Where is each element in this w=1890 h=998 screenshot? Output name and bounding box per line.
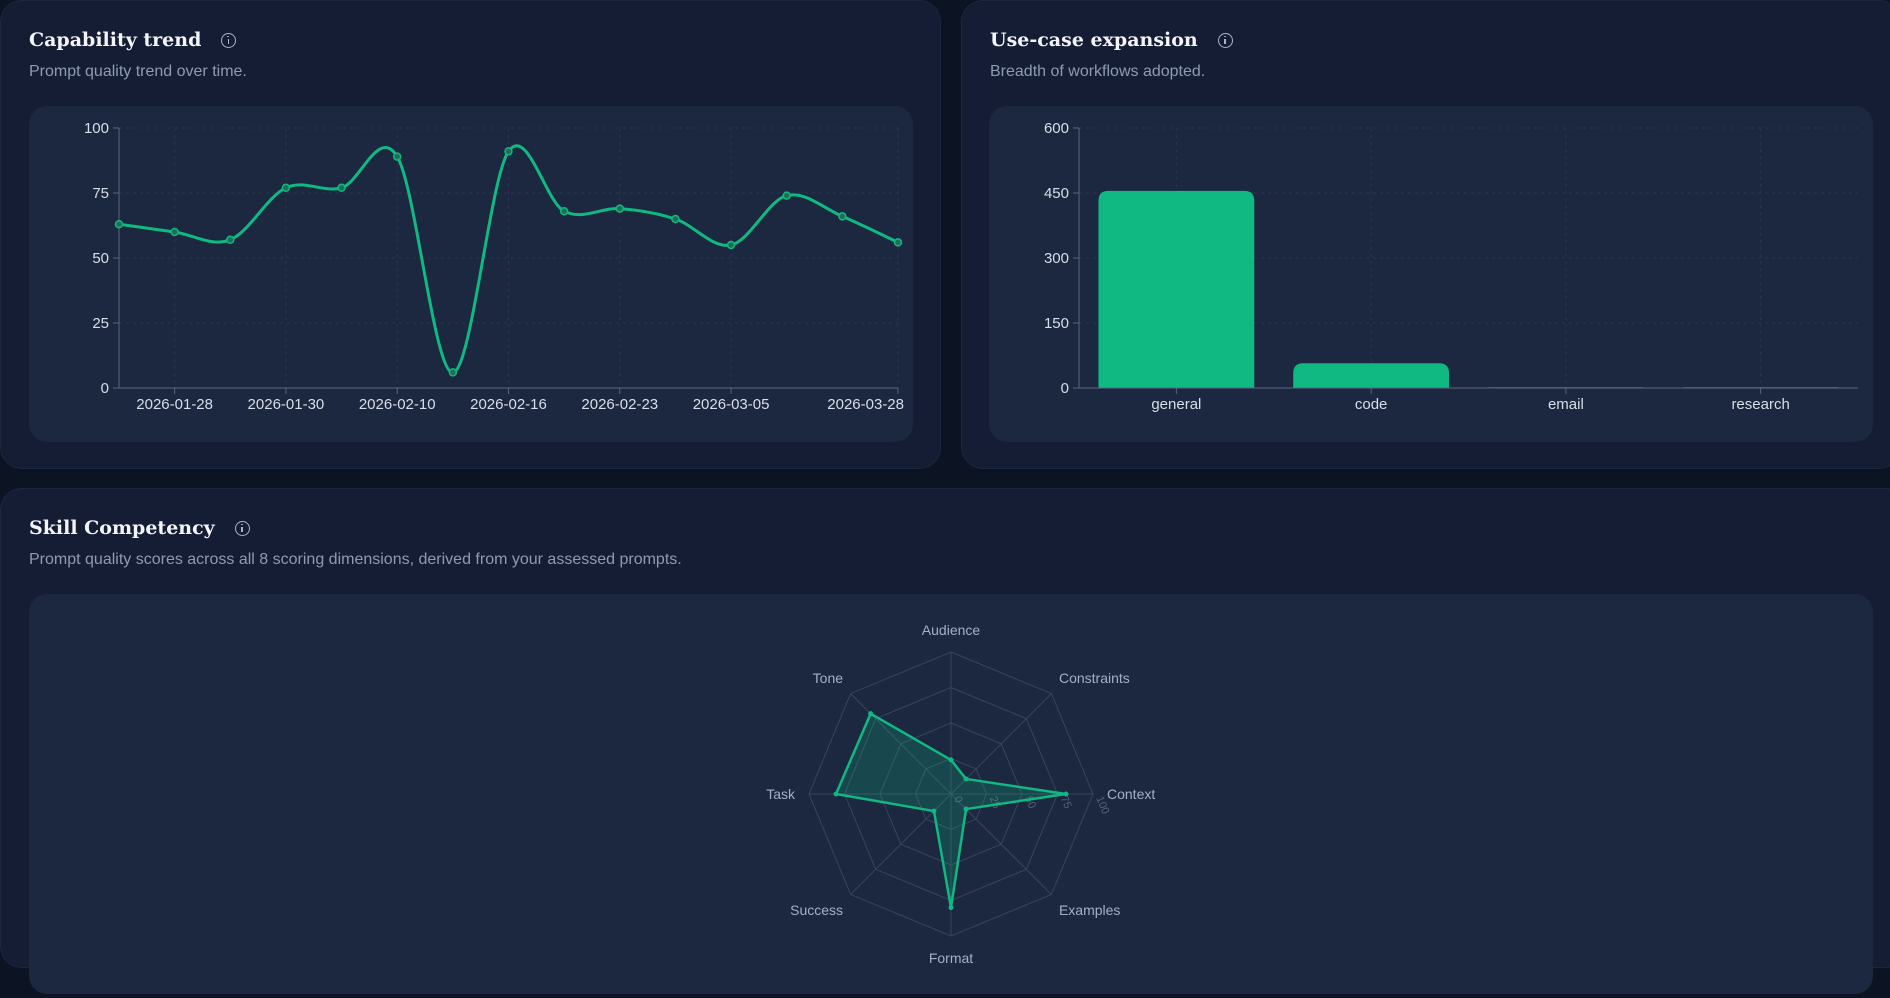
trend-point (782, 191, 791, 200)
x-tick-label: email (1548, 396, 1584, 413)
y-tick-label: 600 (1044, 120, 1069, 137)
trend-point (838, 212, 847, 221)
trend-point (170, 227, 179, 237)
y-tick-label: 150 (1044, 315, 1069, 332)
radar-point (948, 905, 954, 911)
radar-axis-label: Examples (1059, 902, 1120, 918)
use-case-title: Use-case expansion (990, 29, 1198, 51)
radar-axis-label: Context (1107, 786, 1155, 802)
trend-point (893, 238, 903, 247)
use-case-chart: 0 150 300 450 600 general code email research (1044, 120, 1858, 413)
skill-radar-chart: 0 25 50 75 100AudienceConstraintsContextExam… (766, 622, 1155, 966)
x-tick-label: 2026-02-10 (359, 396, 436, 413)
x-tick-label: 2026-02-16 (470, 396, 547, 413)
radar-point (948, 757, 954, 763)
radar-point (1063, 791, 1069, 797)
radar-axis-label: Task (766, 786, 796, 802)
radar-point (931, 808, 937, 814)
trend-point (671, 214, 680, 224)
radar-point (963, 806, 969, 812)
capability-trend-card: Capability trend Prompt quality trend ov… (0, 0, 941, 469)
trend-point (615, 204, 625, 213)
skill-competency-title-row: Skill Competency (29, 517, 250, 539)
trend-point (448, 368, 458, 377)
capability-trend-chart: 0 25 50 75 100 2026-01-28 2026-01-30 2026-02-10… (84, 120, 904, 413)
radar-tick-label: 0 (951, 795, 964, 805)
radar-axis-label: Constraints (1059, 670, 1130, 686)
trend-point (559, 206, 569, 216)
x-tick-label: general (1151, 396, 1201, 413)
y-tick-label: 75 (92, 185, 109, 202)
use-case-subtitle: Breadth of workflows adopted. (990, 63, 1206, 80)
y-tick-label: 100 (84, 120, 109, 137)
trend-point (281, 183, 291, 193)
radar-spoke (850, 693, 952, 795)
capability-trend-title: Capability trend (29, 29, 202, 51)
y-tick-label: 25 (92, 315, 109, 332)
y-tick-label: 450 (1044, 185, 1069, 202)
use-case-expansion-card: Use-case expansion Breadth of workflows … (961, 0, 1890, 469)
use-case-chart-panel: 0 150 300 450 600 general code email research (989, 106, 1873, 442)
x-tick-label: 2026-02-23 (581, 396, 658, 413)
y-tick-label: 0 (1061, 380, 1069, 397)
x-tick-label: 2026-01-30 (248, 396, 325, 413)
y-tick-label: 300 (1044, 250, 1069, 267)
info-icon[interactable] (1217, 32, 1233, 48)
radar-point (963, 776, 969, 782)
radar-axis-label: Audience (922, 622, 981, 638)
x-tick-label: 2026-01-28 (136, 396, 213, 413)
use-case-title-row: Use-case expansion (990, 29, 1233, 51)
x-tick-label: code (1355, 396, 1388, 413)
y-tick-label: 0 (101, 380, 109, 397)
capability-trend-chart-panel: 0 25 50 75 100 2026-01-28 2026-01-30 2026-02-10… (29, 106, 913, 442)
capability-trend-title-row: Capability trend (29, 29, 237, 51)
skill-competency-subtitle: Prompt quality scores across all 8 scori… (29, 551, 682, 568)
skill-competency-chart-panel: 0 25 50 75 100 Audience Constraints Context Exam… (29, 594, 1873, 994)
skill-competency-title: Skill Competency (29, 517, 215, 539)
trend-line (117, 144, 900, 374)
x-tick-label: 2026-03-05 (693, 396, 770, 413)
radar-point (833, 791, 839, 797)
info-icon[interactable] (234, 520, 250, 536)
x-tick-label: 2026-03-28 (827, 396, 904, 413)
radar-axis-label: Tone (813, 670, 844, 686)
info-icon[interactable] (221, 32, 237, 48)
x-tick-label: research (1731, 396, 1789, 413)
trend-point (226, 235, 235, 245)
trend-point (337, 183, 346, 193)
trend-point (726, 240, 736, 250)
radar-tick-label: 75 (1058, 795, 1074, 811)
bar-code (1293, 363, 1450, 388)
trend-point (392, 152, 402, 161)
trend-point (504, 147, 513, 156)
radar-point (868, 711, 874, 717)
bar-general (1098, 190, 1255, 388)
radar-axis-label: Success (790, 902, 843, 918)
trend-point (114, 219, 124, 229)
y-tick-label: 50 (92, 250, 109, 267)
capability-trend-subtitle: Prompt quality trend over time. (29, 63, 247, 80)
skill-competency-card: Skill Competency Prompt quality scores a… (0, 488, 1890, 994)
radar-axis-label: Format (929, 950, 973, 966)
